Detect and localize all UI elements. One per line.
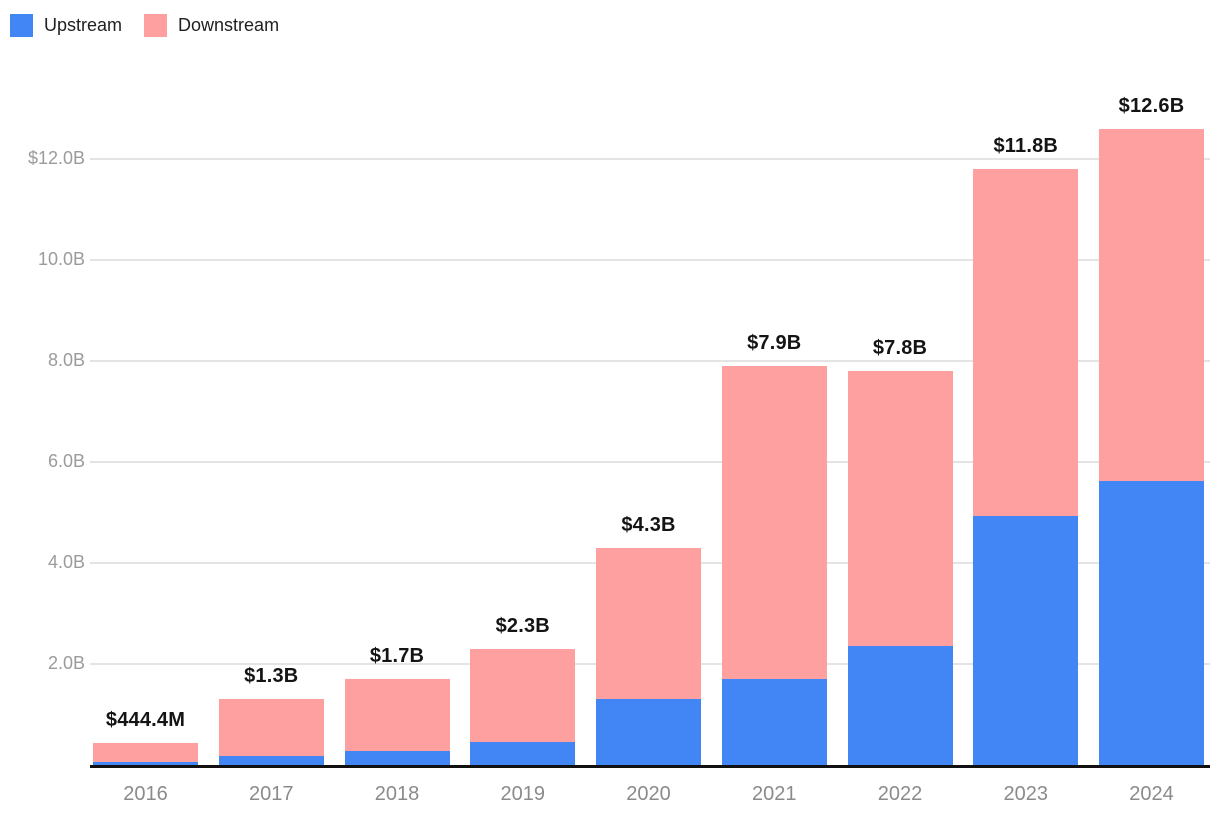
bar-total-label: $4.3B: [621, 513, 676, 536]
x-axis-line: [90, 765, 1210, 768]
bar-2017-upstream[interactable]: [218, 755, 324, 765]
bar-total-label: $7.8B: [872, 337, 928, 360]
bar-total-label: $2.3B: [495, 614, 550, 637]
legend-item-downstream[interactable]: Downstream: [144, 14, 279, 37]
upstream-swatch-icon: [10, 14, 33, 37]
bar-2016-upstream[interactable]: [93, 762, 198, 765]
x-axis-label: 2018: [374, 783, 420, 805]
bar-2021-downstream[interactable]: [721, 366, 827, 680]
bar-2020-downstream[interactable]: [596, 547, 701, 700]
legend: Upstream Downstream: [10, 14, 279, 37]
legend-item-upstream[interactable]: Upstream: [10, 14, 122, 37]
bar-total-label: $12.6B: [1118, 94, 1185, 117]
bar-2024-upstream[interactable]: [1099, 481, 1204, 765]
gridline: [90, 360, 1210, 362]
legend-label-upstream: Upstream: [44, 15, 123, 35]
y-axis-tick-label: 4.0B: [47, 552, 85, 572]
bar-total-label: $444.4M: [105, 708, 186, 731]
x-axis-label: 2017: [249, 783, 294, 805]
bar-2019-downstream[interactable]: [470, 648, 576, 742]
gridline: [90, 461, 1210, 463]
gridline: [90, 259, 1210, 261]
bar-total-label: $7.9B: [747, 332, 802, 355]
bar-2020-upstream[interactable]: [596, 699, 701, 765]
bar-2017-downstream[interactable]: [218, 699, 324, 756]
bar-2021-upstream[interactable]: [721, 679, 827, 765]
bar-2019-upstream[interactable]: [470, 741, 576, 765]
legend-label-downstream: Downstream: [178, 15, 280, 35]
bar-2023-upstream[interactable]: [973, 516, 1079, 765]
x-axis-label: 2024: [1129, 783, 1174, 805]
bar-2023-downstream[interactable]: [973, 169, 1079, 517]
downstream-swatch-icon: [144, 14, 168, 37]
bar-2024-downstream[interactable]: [1099, 128, 1204, 482]
bar-total-label: $1.3B: [244, 665, 299, 688]
y-axis-tick-label: 2.0B: [47, 653, 85, 673]
y-axis-tick-label: 10.0B: [37, 249, 85, 269]
bar-2016-downstream[interactable]: [93, 742, 198, 763]
bar-2022-upstream[interactable]: [847, 645, 953, 765]
y-axis-tick-label: 6.0B: [47, 451, 85, 471]
x-axis-label: 2019: [500, 783, 546, 805]
bar-total-label: $1.7B: [369, 645, 425, 668]
bar-total-label: $11.8B: [993, 135, 1059, 158]
y-axis-tick-label: 8.0B: [47, 350, 85, 370]
x-axis-label: 2023: [1003, 783, 1049, 805]
gridline: [90, 158, 1210, 160]
x-axis-label: 2020: [626, 783, 671, 805]
x-axis-label: 2022: [877, 783, 923, 805]
x-axis-label: 2021: [752, 783, 797, 805]
x-axis-label: 2016: [123, 783, 168, 805]
bar-2018-upstream[interactable]: [344, 750, 450, 765]
bar-2022-downstream[interactable]: [847, 371, 953, 646]
y-axis-tick-label: $12.0B: [27, 148, 85, 168]
bar-2018-downstream[interactable]: [344, 679, 450, 751]
